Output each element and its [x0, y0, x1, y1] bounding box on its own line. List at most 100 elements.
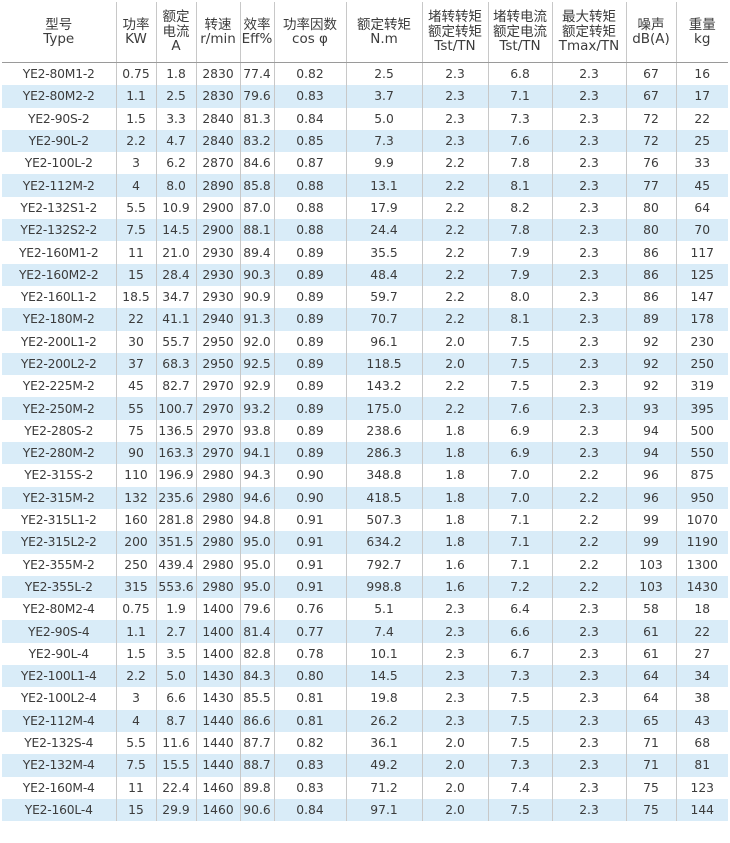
cell-speed: 2830: [196, 85, 241, 108]
cell-weight: 230: [690, 334, 714, 349]
column-header-line: 型号: [45, 16, 73, 33]
cell-rated-torque: 792.7: [346, 553, 423, 576]
cell-rated-current: 3.5: [156, 642, 197, 666]
table-row: YE2-160L1-2 18.5 34.7 2930 90.9 0.89 59.7 2.2 8.…: [2, 285, 728, 309]
cell-locked-torque-ratio: 2.0: [422, 798, 489, 822]
cell-rated-current: 4.7: [156, 129, 197, 153]
cell-max-torque-ratio: 2.3: [552, 709, 627, 732]
cell-max-torque-ratio: 2.3: [552, 375, 627, 398]
cell-noise: 93: [626, 397, 677, 420]
table-row: YE2-90S-4 1.1 2.7 1400 81.4 0.77 7.4 2.3 6.6 2.3 6…: [2, 620, 728, 643]
cell-rated-torque: 70.7: [346, 308, 423, 331]
column-header-line: Tmax/TN: [558, 38, 620, 55]
cell-rated-current: 439.4: [156, 553, 197, 576]
cell-rated-current: 100.7: [156, 397, 197, 420]
cell-weight: 178: [676, 308, 728, 331]
cell-noise: 86: [626, 285, 677, 309]
cell-speed: 2840: [196, 129, 241, 153]
cell-locked-current-ratio: 7.0: [488, 486, 553, 509]
cell-locked-torque-ratio: 2.2: [422, 152, 489, 175]
cell-power: 4: [116, 174, 157, 197]
cell-locked-torque-ratio: 2.2: [422, 263, 489, 286]
cell-rated-torque: 286.3: [346, 442, 423, 465]
cell-locked-torque-ratio: 1.8: [422, 508, 489, 532]
cell-noise: 77: [626, 174, 677, 197]
cell-locked-current-ratio: 7.6: [488, 397, 553, 420]
cell-rated-torque: 97.1: [346, 798, 423, 822]
cell-type: YE2-112M-2: [2, 174, 117, 197]
cell-weight: 22: [676, 620, 728, 643]
cell-locked-current-ratio: 7.1: [488, 508, 553, 532]
column-header-line: dB(A): [632, 31, 670, 47]
cell-weight: 17: [676, 85, 728, 108]
column-header-line: Eff%: [241, 31, 273, 47]
cell-noise: 61: [626, 642, 677, 666]
cell-rated-current: 8.0: [156, 174, 197, 197]
cell-rated-torque: 71.2: [346, 776, 423, 799]
cell-type: YE2-100L1-4: [2, 665, 117, 688]
cell-power-factor: 0.77: [274, 620, 347, 643]
table-row: YE2-180M-2 22 41.1 2940 91.3 0.89 70.7 2.2 8.1 2.…: [2, 308, 728, 331]
cell-rated-current: 55.7: [156, 330, 197, 353]
cell-type: YE2-180M-2: [2, 308, 117, 331]
cell-rated-torque: 998.8: [346, 575, 423, 599]
cell-rated-torque: 5.1: [346, 598, 423, 621]
cell-locked-torque-ratio: 2.2: [422, 285, 489, 309]
cell-efficiency: 87.7: [240, 731, 275, 755]
cell-speed: 2930: [196, 241, 241, 264]
cell-noise: 76: [626, 152, 677, 175]
cell-max-torque-ratio: 2.3: [552, 731, 627, 755]
cell-power: 1.1: [116, 620, 157, 643]
cell-noise: 65: [626, 709, 677, 732]
cell-noise: 86: [626, 241, 677, 264]
cell-speed: 2970: [196, 419, 241, 443]
cell-weight: 25: [676, 129, 728, 153]
cell-locked-current-ratio: 8.0: [488, 285, 553, 309]
cell-speed: 2950: [196, 330, 241, 353]
cell-speed: 1440: [196, 754, 241, 777]
cell-locked-torque-ratio: 2.0: [422, 352, 489, 376]
column-header-line: 额定电流: [493, 23, 547, 40]
cell-weight: 16: [694, 67, 711, 82]
cell-efficiency: 84.3: [240, 665, 275, 688]
column-header-line: 额定转矩: [357, 16, 411, 33]
cell-rated-torque: 19.8: [346, 687, 423, 710]
cell-efficiency: 87.0: [240, 196, 275, 220]
cell-locked-torque-ratio: 2.2: [422, 375, 489, 398]
cell-speed: 1440: [196, 731, 241, 755]
cell-efficiency: 90.9: [240, 285, 275, 309]
cell-rated-current: 163.3: [156, 442, 197, 465]
cell-type: YE2-355M-2: [2, 553, 117, 576]
cell-type: YE2-160M-4: [2, 776, 117, 799]
cell-rated-torque: 118.5: [346, 352, 423, 376]
cell-locked-torque-ratio: 1.6: [422, 553, 489, 576]
cell-noise: 72: [626, 107, 677, 130]
cell-type: YE2-90L-2: [2, 129, 117, 153]
cell-power: 0.75: [116, 598, 157, 621]
cell-power-factor: 0.76: [274, 598, 347, 621]
column-header-line: r/min: [200, 31, 236, 47]
column-header-line: 额定转矩: [428, 23, 482, 40]
cell-efficiency: 95.0: [240, 553, 275, 576]
cell-power: 7.5: [116, 219, 157, 242]
cell-type: YE2-80M1-2: [2, 62, 117, 86]
cell-power-factor: 0.83: [274, 754, 347, 777]
column-header-noise: 噪声 dB(A): [626, 2, 677, 63]
cell-max-torque-ratio: 2.3: [552, 196, 627, 220]
table-row: YE2-80M2-2 1.1 2.5 2830 79.6 0.83 3.7 2.3 7.1 2.3…: [2, 85, 728, 108]
cell-efficiency: 93.8: [240, 419, 275, 443]
cell-efficiency: 92.0: [240, 330, 275, 353]
cell-power: 45: [116, 375, 157, 398]
cell-rated-current: 10.9: [156, 196, 197, 220]
cell-max-torque-ratio: 2.3: [552, 174, 627, 197]
cell-rated-torque: 48.4: [346, 263, 423, 286]
cell-noise: 61: [626, 620, 677, 643]
cell-power: 7.5: [116, 754, 157, 777]
cell-locked-current-ratio: 7.1: [488, 531, 553, 554]
cell-type: YE2-315S-2: [2, 464, 117, 487]
cell-rated-current: 1.9: [156, 598, 197, 621]
cell-type: YE2-280S-2: [2, 419, 117, 443]
column-header-line: Tst/TN: [434, 38, 476, 55]
cell-noise: 103: [626, 553, 677, 576]
cell-locked-current-ratio: 8.1: [488, 308, 553, 331]
